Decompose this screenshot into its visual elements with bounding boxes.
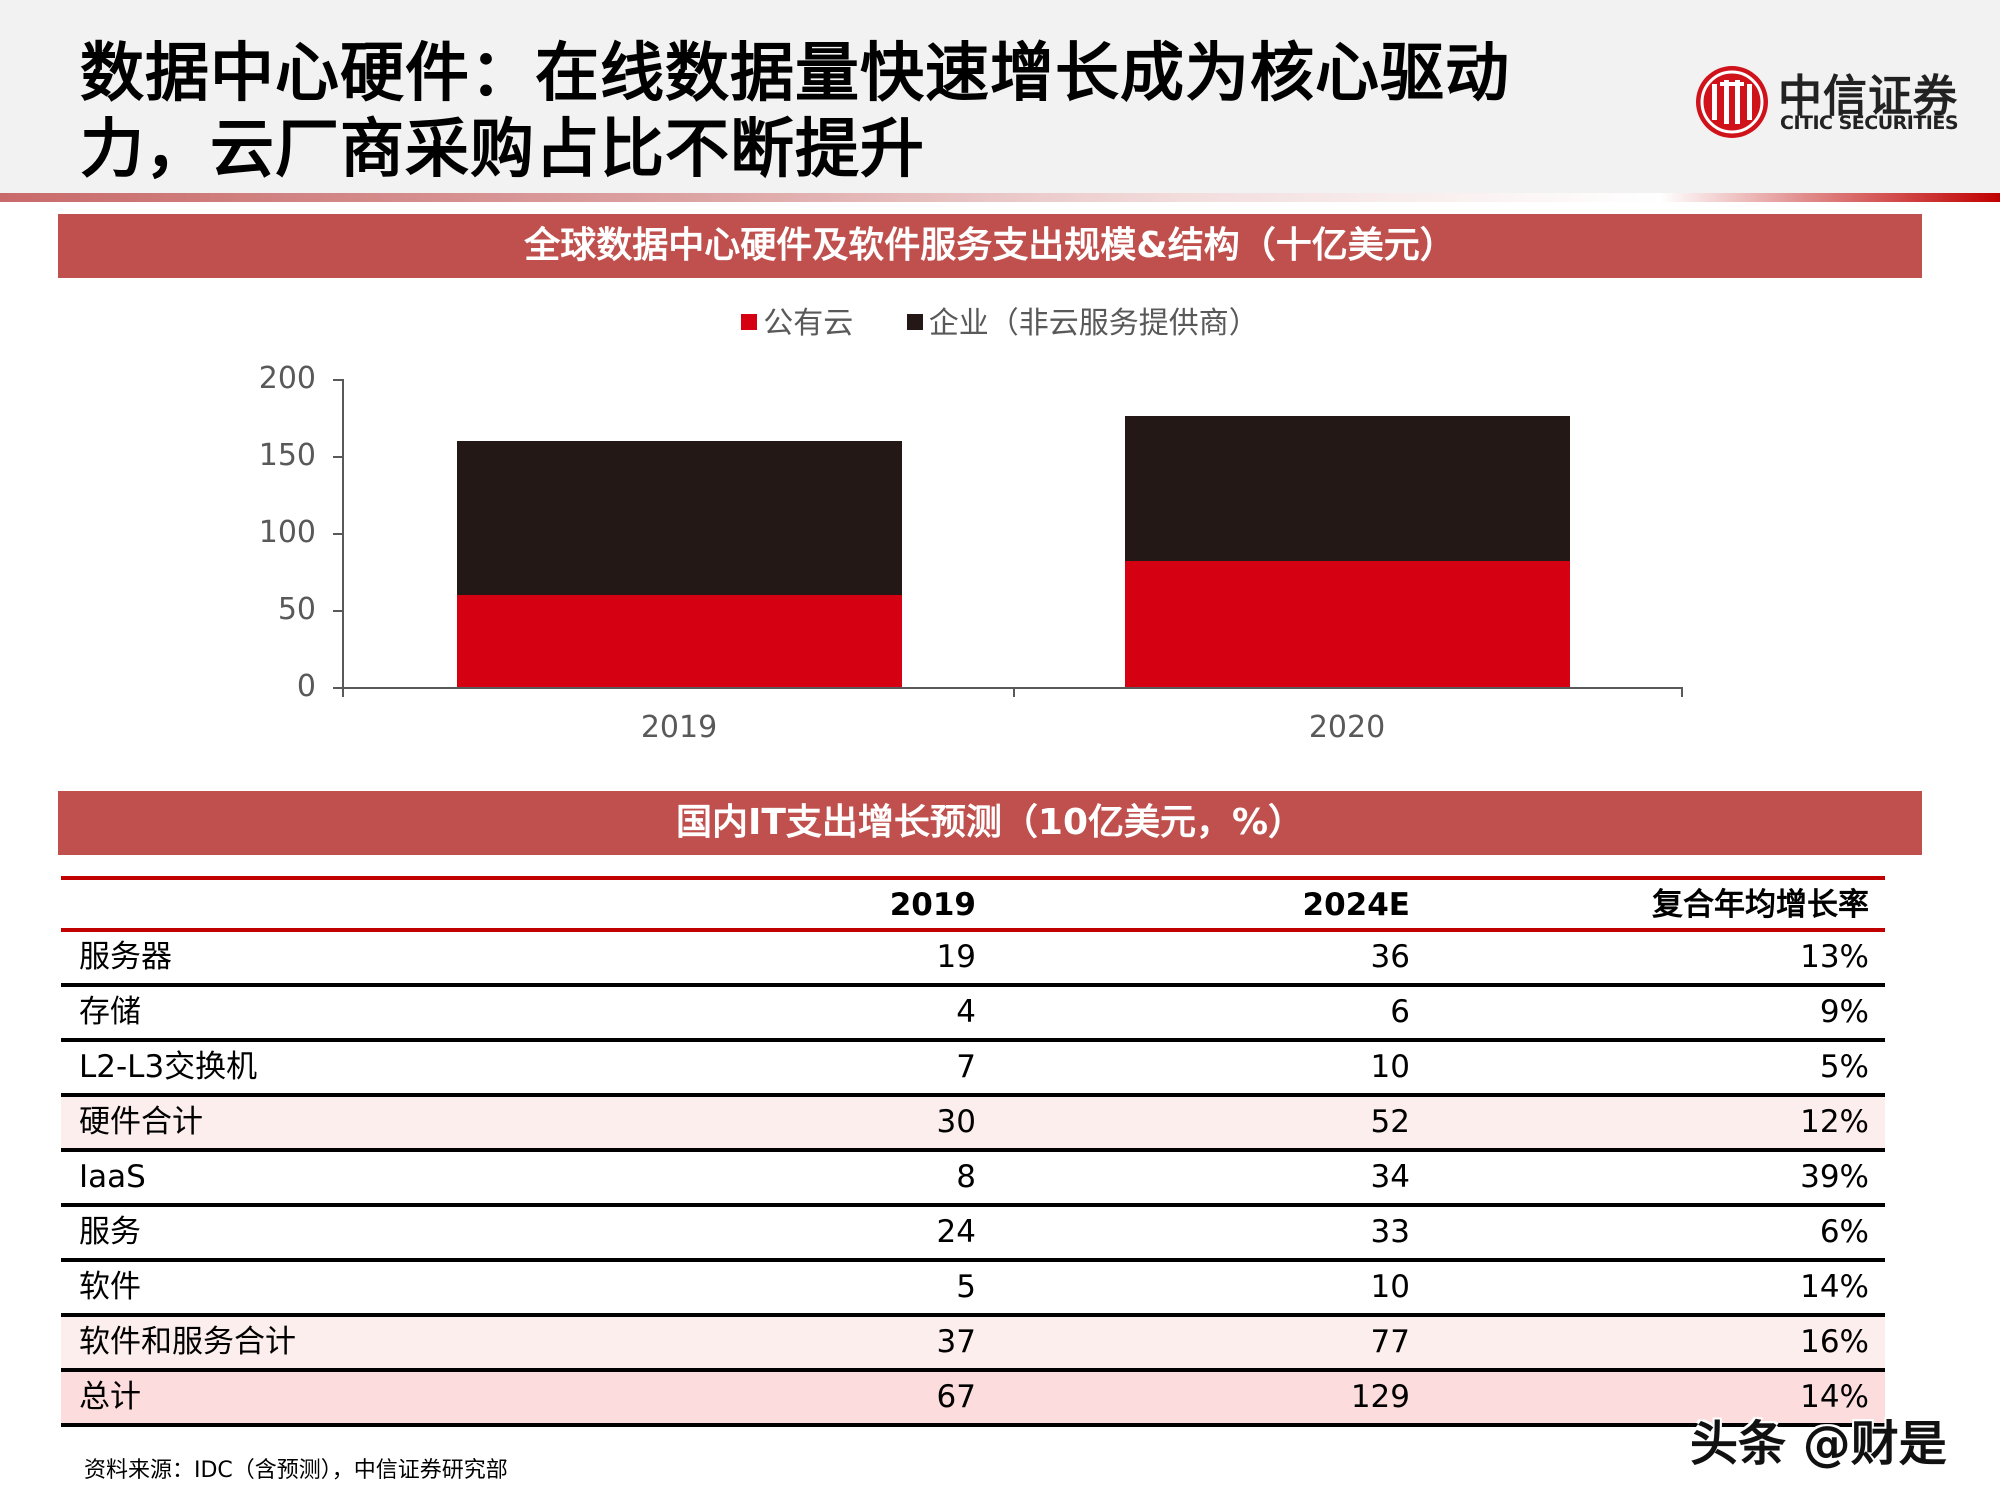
table-header-row: 2019 2024E 复合年均增长率	[61, 876, 1885, 932]
header-gradient-divider	[0, 193, 2000, 202]
row-label: 存储	[79, 994, 141, 1030]
bar-2019-enterprise	[457, 441, 902, 595]
cell-2024e: 6	[1390, 994, 1410, 1030]
cell-2024e: 36	[1370, 939, 1410, 975]
cell-cagr: 13%	[1800, 939, 1869, 975]
cell-2019: 24	[936, 1214, 976, 1250]
source-note: 资料来源：IDC（含预测），中信证券研究部	[84, 1458, 508, 1483]
cell-cagr: 9%	[1819, 994, 1869, 1030]
cell-2019: 19	[936, 939, 976, 975]
table-row: 软件 5 10 14%	[61, 1262, 1885, 1317]
column-header-2024e: 2024E	[1302, 887, 1410, 923]
citic-logo-icon	[1696, 66, 1768, 138]
table-row-total: 总计 67 129 14%	[61, 1372, 1885, 1427]
cell-cagr: 14%	[1800, 1269, 1869, 1305]
logo-english-text: CITIC SECURITIES	[1780, 112, 1959, 134]
y-tick-label: 150	[258, 438, 316, 473]
cell-cagr: 6%	[1819, 1214, 1869, 1250]
table-row: IaaS 8 34 39%	[61, 1152, 1885, 1207]
logo-chinese-text: 中信证券	[1778, 71, 1958, 122]
cell-cagr: 5%	[1819, 1049, 1869, 1085]
header-background	[0, 0, 2000, 194]
cell-2024e: 77	[1370, 1324, 1410, 1360]
chart-section-header: 全球数据中心硬件及软件服务支出规模&结构（十亿美元）	[58, 214, 1922, 278]
table-row: 服务器 19 36 13%	[61, 932, 1885, 987]
cell-2019: 37	[936, 1324, 976, 1360]
cell-cagr: 39%	[1800, 1159, 1869, 1195]
watermark: 头条 @财是	[1690, 1416, 1947, 1472]
cell-2019: 30	[936, 1104, 976, 1140]
cell-2024e: 129	[1350, 1379, 1410, 1415]
table-row: L2-L3交换机 7 10 5%	[61, 1042, 1885, 1097]
legend-swatch-black	[906, 313, 923, 330]
row-label: 软件和服务合计	[79, 1324, 296, 1360]
bar-2019-public-cloud	[457, 595, 902, 687]
y-tick-label: 0	[296, 669, 316, 704]
cell-cagr: 16%	[1800, 1324, 1869, 1360]
cell-2024e: 10	[1370, 1049, 1410, 1085]
y-tick	[333, 379, 343, 381]
row-label: 服务器	[79, 939, 172, 975]
y-tick-label: 200	[258, 361, 316, 396]
y-tick	[333, 456, 343, 458]
legend-label: 企业（非云服务提供商）	[928, 306, 1259, 341]
it-spending-table: 2019 2024E 复合年均增长率 服务器 19 36 13% 存储 4 6 …	[61, 876, 1885, 1427]
column-header-2019: 2019	[889, 887, 976, 923]
cell-2019: 5	[956, 1269, 976, 1305]
x-tick-label: 2019	[640, 710, 718, 745]
cell-2019: 7	[956, 1049, 976, 1085]
cell-2024e: 34	[1370, 1159, 1410, 1195]
cell-2019: 67	[936, 1379, 976, 1415]
table-row: 服务 24 33 6%	[61, 1207, 1885, 1262]
table-row-subtotal: 硬件合计 30 52 12%	[61, 1097, 1885, 1152]
y-tick-label: 100	[258, 515, 316, 550]
cell-2024e: 52	[1370, 1104, 1410, 1140]
table-row-subtotal: 软件和服务合计 37 77 16%	[61, 1317, 1885, 1372]
column-header-cagr: 复合年均增长率	[1652, 887, 1869, 923]
x-axis	[333, 687, 1683, 689]
y-tick-label: 50	[277, 592, 316, 627]
cell-2019: 4	[956, 994, 976, 1030]
row-label: 总计	[79, 1379, 141, 1415]
page-title: 数据中心硬件：在线数据量快速增长成为核心驱动力，云厂商采购占比不断提升	[80, 37, 1510, 187]
chart-legend: 公有云 企业（非云服务提供商）	[0, 298, 2000, 342]
row-label: L2-L3交换机	[79, 1049, 258, 1085]
x-tick	[1681, 687, 1683, 697]
row-label: 软件	[79, 1269, 141, 1305]
cell-2019: 8	[956, 1159, 976, 1195]
row-label: IaaS	[79, 1159, 146, 1195]
table-section-header: 国内IT支出增长预测（10亿美元，%）	[58, 791, 1922, 855]
y-axis	[342, 379, 344, 697]
legend-swatch-red	[741, 313, 758, 330]
bar-2020-public-cloud	[1125, 561, 1570, 687]
legend-item-public-cloud: 公有云	[741, 298, 853, 342]
cell-2024e: 33	[1370, 1214, 1410, 1250]
row-label: 硬件合计	[79, 1104, 203, 1140]
table-row: 存储 4 6 9%	[61, 987, 1885, 1042]
cell-cagr: 12%	[1800, 1104, 1869, 1140]
bar-2020-enterprise	[1125, 416, 1570, 561]
x-tick	[1013, 687, 1015, 697]
legend-item-enterprise: 企业（非云服务提供商）	[906, 298, 1259, 342]
y-tick	[333, 533, 343, 535]
legend-label: 公有云	[763, 306, 854, 341]
cell-cagr: 14%	[1800, 1379, 1869, 1415]
row-label: 服务	[79, 1214, 141, 1250]
citic-logo: 中信证券 CITIC SECURITIES	[1696, 64, 1971, 144]
cell-2024e: 10	[1370, 1269, 1410, 1305]
x-tick-label: 2020	[1308, 710, 1386, 745]
y-tick	[333, 610, 343, 612]
